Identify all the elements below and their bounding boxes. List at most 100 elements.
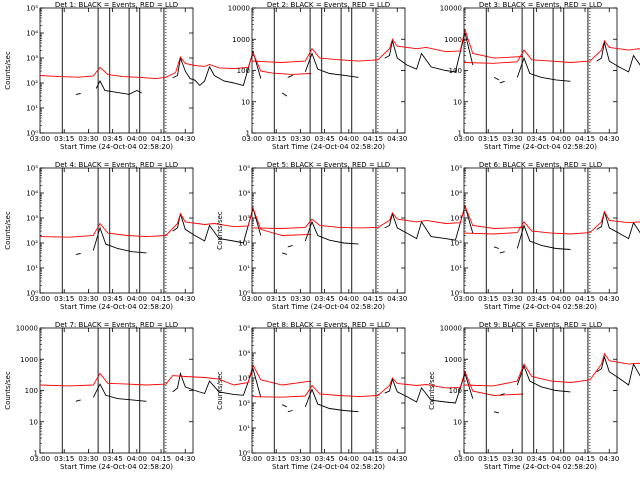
series-events-line [499, 251, 505, 254]
x-tick-label: 03:45 [527, 455, 547, 463]
panel-title: Det 8: BLACK = Events, RED = LLD [267, 321, 390, 329]
x-tick-label: 03:30 [502, 135, 522, 143]
x-tick-label: 04:00 [339, 455, 359, 463]
panel-det-6 [463, 167, 640, 294]
y-tick-label: 1 [34, 450, 38, 458]
y-tick-label: 10¹ [238, 265, 250, 273]
x-tick-label: 03:00 [242, 135, 262, 143]
series-events-line [287, 244, 293, 248]
panel-det-9 [463, 327, 640, 454]
x-tick-label: 03:00 [454, 295, 474, 303]
series-lld-line [251, 204, 524, 229]
y-tick-label: 10⁰ [26, 130, 38, 138]
x-tick-label: 03:15 [478, 135, 498, 143]
series-events-line [493, 246, 500, 249]
y-tick-label: 10⁰ [26, 290, 38, 298]
y-tick-label: 10³ [26, 215, 38, 223]
x-tick-label: 04:15 [363, 295, 383, 303]
y-tick-label: 10⁵ [26, 165, 38, 173]
y-tick-label: 10¹ [450, 265, 462, 273]
y-tick-label: 10⁴ [450, 190, 462, 198]
x-tick-label: 04:15 [363, 135, 383, 143]
series-events-line [92, 226, 147, 254]
x-tick-label: 04:30 [387, 295, 407, 303]
y-tick-label: 1000 [444, 36, 462, 44]
x-axis-label: Start Time (24-Oct-04 02:58:20) [60, 303, 173, 311]
plot-frame [39, 167, 194, 294]
plot-frame [463, 327, 618, 454]
x-tick-label: 04:00 [551, 295, 571, 303]
x-axis-label: Start Time (24-Oct-04 02:58:20) [272, 303, 385, 311]
panel-det-8 [251, 327, 524, 454]
series-events-line [281, 92, 288, 97]
y-tick-label: 1 [458, 130, 462, 138]
x-tick-label: 03:45 [527, 135, 547, 143]
x-tick-label: 03:00 [242, 295, 262, 303]
x-tick-label: 03:00 [30, 295, 50, 303]
y-tick-label: 10² [26, 80, 38, 88]
plot-frame [251, 7, 406, 134]
y-tick-label: 10² [238, 400, 250, 408]
y-axis-label: Counts/sec [428, 371, 436, 410]
series-events-line [516, 56, 571, 82]
series-events-line [304, 220, 359, 245]
y-tick-label: 10000 [228, 5, 250, 13]
plot-frame [251, 167, 406, 294]
series-events-line [493, 77, 500, 81]
y-tick-label: 10² [26, 240, 38, 248]
plot-frame [463, 7, 618, 134]
y-tick-label: 10000 [440, 5, 462, 13]
series-events-line [287, 410, 293, 413]
series-events-line [172, 49, 262, 87]
y-tick-label: 1000 [232, 36, 250, 44]
series-events-line [92, 383, 147, 402]
x-tick-label: 04:30 [175, 455, 195, 463]
series-events-line [596, 42, 640, 73]
y-tick-label: 1000 [20, 356, 38, 364]
x-axis-label: Start Time (24-Oct-04 02:58:20) [272, 463, 385, 471]
y-tick-label: 1 [458, 450, 462, 458]
plot-frame [251, 327, 406, 454]
y-tick-label: 10⁵ [238, 325, 250, 333]
series-events-line [516, 224, 571, 250]
y-tick-label: 10⁴ [26, 190, 38, 198]
x-tick-label: 03:30 [78, 295, 98, 303]
series-lld-line [463, 210, 640, 235]
y-tick-label: 10 [29, 418, 38, 426]
x-tick-label: 03:45 [103, 455, 123, 463]
panel-det-4 [39, 167, 312, 294]
y-tick-label: 10³ [26, 55, 38, 63]
x-axis-label: Start Time (24-Oct-04 02:58:20) [484, 463, 597, 471]
x-tick-label: 04:30 [175, 295, 195, 303]
series-events-line [384, 32, 474, 73]
series-events-line [75, 399, 81, 402]
x-tick-label: 04:00 [127, 135, 147, 143]
x-tick-label: 04:15 [575, 135, 595, 143]
x-tick-label: 03:45 [315, 455, 335, 463]
panel-det-1 [39, 7, 312, 134]
panel-det-2 [251, 7, 524, 134]
y-tick-label: 10⁰ [238, 450, 250, 458]
series-events-line [95, 80, 142, 95]
x-tick-label: 03:15 [266, 135, 286, 143]
y-tick-label: 10⁵ [450, 165, 462, 173]
x-tick-label: 03:00 [242, 455, 262, 463]
y-tick-label: 100 [449, 387, 462, 395]
x-axis-label: Start Time (24-Oct-04 02:58:20) [484, 143, 597, 151]
panel-title: Det 3: BLACK = Events, RED = LLD [479, 1, 602, 9]
x-tick-label: 04:15 [575, 455, 595, 463]
x-tick-label: 03:45 [103, 135, 123, 143]
x-tick-label: 03:15 [266, 455, 286, 463]
series-events-line [75, 93, 81, 95]
series-events-line [516, 364, 571, 393]
panel-title: Det 1: BLACK = Events, RED = LLD [55, 1, 178, 9]
y-tick-label: 10¹ [238, 425, 250, 433]
x-tick-label: 04:30 [599, 135, 619, 143]
y-tick-label: 10⁰ [450, 290, 462, 298]
y-axis-label: Counts/sec [4, 371, 12, 410]
y-tick-label: 10¹ [26, 265, 38, 273]
x-tick-label: 04:30 [599, 455, 619, 463]
x-axis-label: Start Time (24-Oct-04 02:58:20) [272, 143, 385, 151]
